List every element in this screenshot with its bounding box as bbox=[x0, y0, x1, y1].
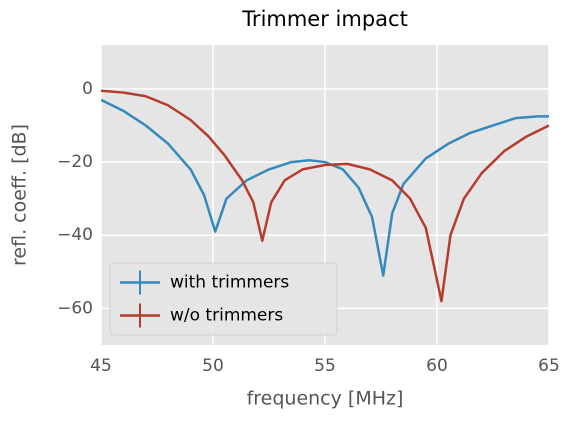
x-tick-label: 60 bbox=[426, 356, 448, 376]
legend-box bbox=[109, 262, 338, 336]
series-line bbox=[101, 89, 549, 303]
y-tick-label: −20 bbox=[57, 152, 93, 172]
x-tick-label: 55 bbox=[314, 356, 336, 376]
legend-label: with trimmers bbox=[170, 273, 289, 293]
y-tick-label: −60 bbox=[57, 298, 93, 318]
y-tick-label: 0 bbox=[82, 79, 93, 99]
y-axis-label: refl. coeff. [dB] bbox=[9, 124, 31, 266]
x-tick-label: 45 bbox=[90, 356, 112, 376]
y-tick-label: −40 bbox=[57, 225, 93, 245]
x-tick-label: 50 bbox=[202, 356, 224, 376]
legend-label: w/o trimmers bbox=[170, 306, 283, 326]
chart-title: Trimmer impact bbox=[241, 7, 408, 31]
lines bbox=[101, 89, 549, 303]
legend: with trimmers w/o trimmers bbox=[109, 262, 338, 336]
x-tick-label: 65 bbox=[538, 356, 560, 376]
x-axis-label: frequency [MHz] bbox=[247, 388, 404, 410]
